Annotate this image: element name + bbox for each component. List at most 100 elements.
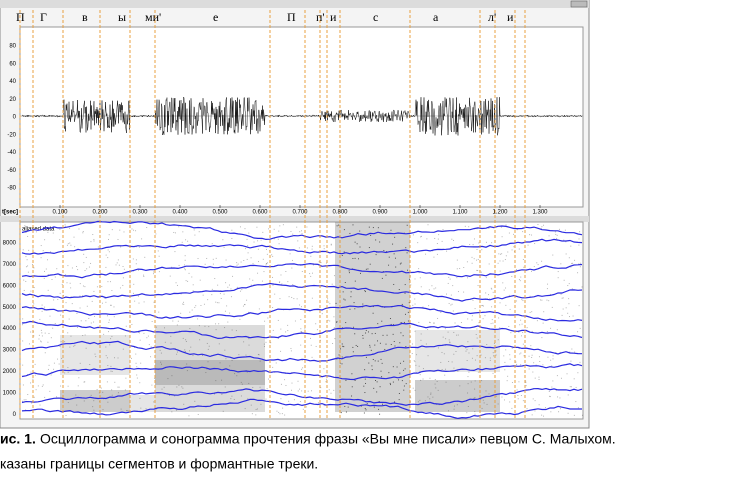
spectral-speck	[546, 331, 548, 333]
spectral-speck	[93, 409, 95, 411]
spectral-speck	[160, 352, 162, 354]
spectral-speck	[405, 346, 407, 348]
spectral-speck	[490, 323, 492, 325]
spectral-speck	[59, 239, 61, 241]
spectral-speck	[428, 305, 430, 307]
spectral-speck	[352, 351, 354, 353]
spectral-speck	[434, 383, 436, 385]
spectral-speck	[192, 290, 194, 292]
spectral-speck	[531, 311, 533, 313]
spectral-speck	[522, 259, 524, 261]
spectral-speck	[111, 290, 113, 292]
spectral-speck	[148, 344, 150, 346]
spectral-speck	[82, 335, 84, 337]
spectral-speck	[150, 346, 152, 348]
spectral-speck	[533, 362, 535, 364]
time-tick-label: 0.500	[212, 210, 228, 216]
spectral-speck	[85, 347, 87, 349]
spectral-speck	[341, 356, 343, 358]
spectral-speck	[370, 234, 372, 236]
spectral-speck	[572, 315, 574, 317]
spectral-speck	[354, 257, 356, 259]
spectral-speck	[31, 264, 33, 266]
spectral-speck	[526, 327, 528, 329]
spectral-speck	[91, 300, 93, 302]
spectral-speck	[560, 408, 562, 410]
spectral-speck	[563, 239, 565, 241]
spectral-speck	[373, 406, 375, 408]
spectral-speck	[330, 392, 332, 394]
spectral-speck	[98, 392, 100, 394]
spectral-speck	[174, 395, 176, 397]
spectral-speck	[304, 328, 306, 330]
spectral-speck	[529, 311, 531, 313]
spectral-speck	[64, 224, 66, 226]
spectral-speck	[299, 401, 301, 403]
spectral-speck	[204, 263, 206, 265]
spectral-speck	[364, 392, 366, 394]
spectral-speck	[449, 278, 451, 280]
spectral-speck	[392, 243, 394, 245]
spectral-speck	[266, 248, 268, 250]
spectral-speck	[476, 249, 478, 251]
spectral-speck	[534, 377, 536, 379]
spectral-speck	[81, 295, 83, 297]
spectral-speck	[265, 341, 267, 343]
spectral-speck	[566, 373, 568, 375]
spectral-speck	[511, 381, 513, 383]
spectral-speck	[354, 241, 356, 243]
spectral-speck	[414, 389, 416, 391]
spectral-speck	[230, 296, 232, 298]
spectral-speck	[173, 231, 175, 233]
spectral-speck	[107, 249, 109, 251]
spectral-speck	[343, 346, 345, 348]
spectral-speck	[495, 395, 497, 397]
spectral-speck	[83, 262, 85, 264]
spectral-speck	[488, 393, 490, 395]
spectral-speck	[215, 329, 217, 331]
spectral-speck	[263, 343, 265, 345]
spectral-speck	[60, 314, 62, 316]
spectral-speck	[527, 244, 529, 246]
spectral-speck	[402, 335, 404, 337]
spectral-speck	[435, 387, 437, 389]
spectral-speck	[158, 271, 160, 273]
spectral-speck	[485, 292, 487, 294]
spectral-speck	[235, 330, 237, 332]
spectral-speck	[154, 377, 156, 379]
spectral-speck	[67, 265, 69, 267]
spectral-speck	[343, 229, 345, 231]
spectral-speck	[78, 228, 80, 230]
spectral-speck	[225, 358, 227, 360]
spectral-speck	[143, 301, 145, 303]
spectral-speck	[275, 362, 277, 364]
spectral-speck	[509, 354, 511, 356]
spectral-speck	[34, 374, 36, 376]
spectral-speck	[495, 354, 497, 356]
spectral-speck	[236, 262, 238, 264]
spectral-speck	[338, 354, 340, 356]
spectral-speck	[544, 407, 546, 409]
spectral-speck	[158, 311, 160, 313]
spectral-speck	[163, 327, 165, 329]
spectral-speck	[101, 286, 103, 288]
spectral-speck	[571, 348, 573, 350]
spectral-speck	[108, 251, 110, 253]
spectral-speck	[93, 400, 95, 402]
spectral-speck	[388, 256, 390, 258]
spectral-speck	[227, 321, 229, 323]
spectral-speck	[475, 333, 477, 335]
spectral-speck	[178, 226, 180, 228]
spectral-speck	[352, 346, 354, 348]
time-tick-label: 1.200	[492, 210, 508, 216]
spectral-speck	[50, 337, 52, 339]
spectral-speck	[67, 385, 69, 387]
spectral-speck	[326, 378, 328, 380]
spectral-speck	[280, 350, 282, 352]
spectral-speck	[398, 392, 400, 394]
spectral-speck	[105, 266, 107, 268]
spectral-speck	[347, 406, 349, 408]
spectral-speck	[107, 365, 109, 367]
spectral-speck	[240, 261, 242, 263]
spectral-speck	[160, 363, 162, 365]
